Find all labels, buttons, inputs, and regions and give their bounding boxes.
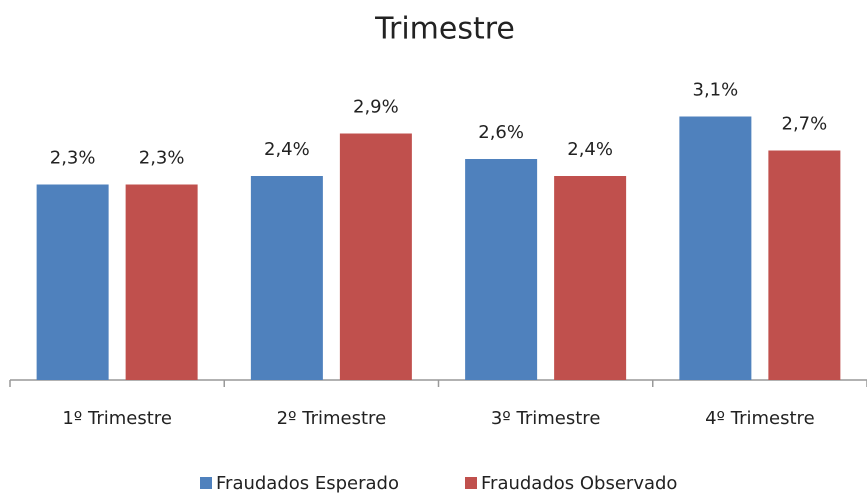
legend-swatch (465, 477, 477, 489)
legend-label: Fraudados Esperado (216, 473, 399, 493)
bar (250, 176, 323, 380)
bar (125, 184, 198, 380)
bar (36, 184, 109, 380)
value-label: 2,4% (264, 139, 310, 160)
value-label: 2,4% (567, 139, 613, 160)
legend-swatch (200, 477, 212, 489)
x-tick-label: 4º Trimestre (705, 408, 815, 429)
value-label: 2,3% (50, 148, 96, 169)
bar (768, 150, 841, 380)
bar (339, 133, 412, 380)
legend-label: Fraudados Observado (481, 473, 677, 493)
value-label: 2,3% (139, 148, 185, 169)
x-tick-label: 3º Trimestre (491, 408, 601, 429)
chart-title: Trimestre (374, 12, 515, 47)
value-label: 2,6% (478, 122, 524, 143)
bar (465, 159, 538, 380)
x-tick-label: 1º Trimestre (62, 408, 172, 429)
x-tick-label: 2º Trimestre (277, 408, 387, 429)
bar (679, 116, 752, 380)
value-label: 3,1% (693, 80, 739, 101)
value-label: 2,7% (782, 114, 828, 135)
bar (554, 176, 627, 380)
value-label: 2,9% (353, 97, 399, 118)
